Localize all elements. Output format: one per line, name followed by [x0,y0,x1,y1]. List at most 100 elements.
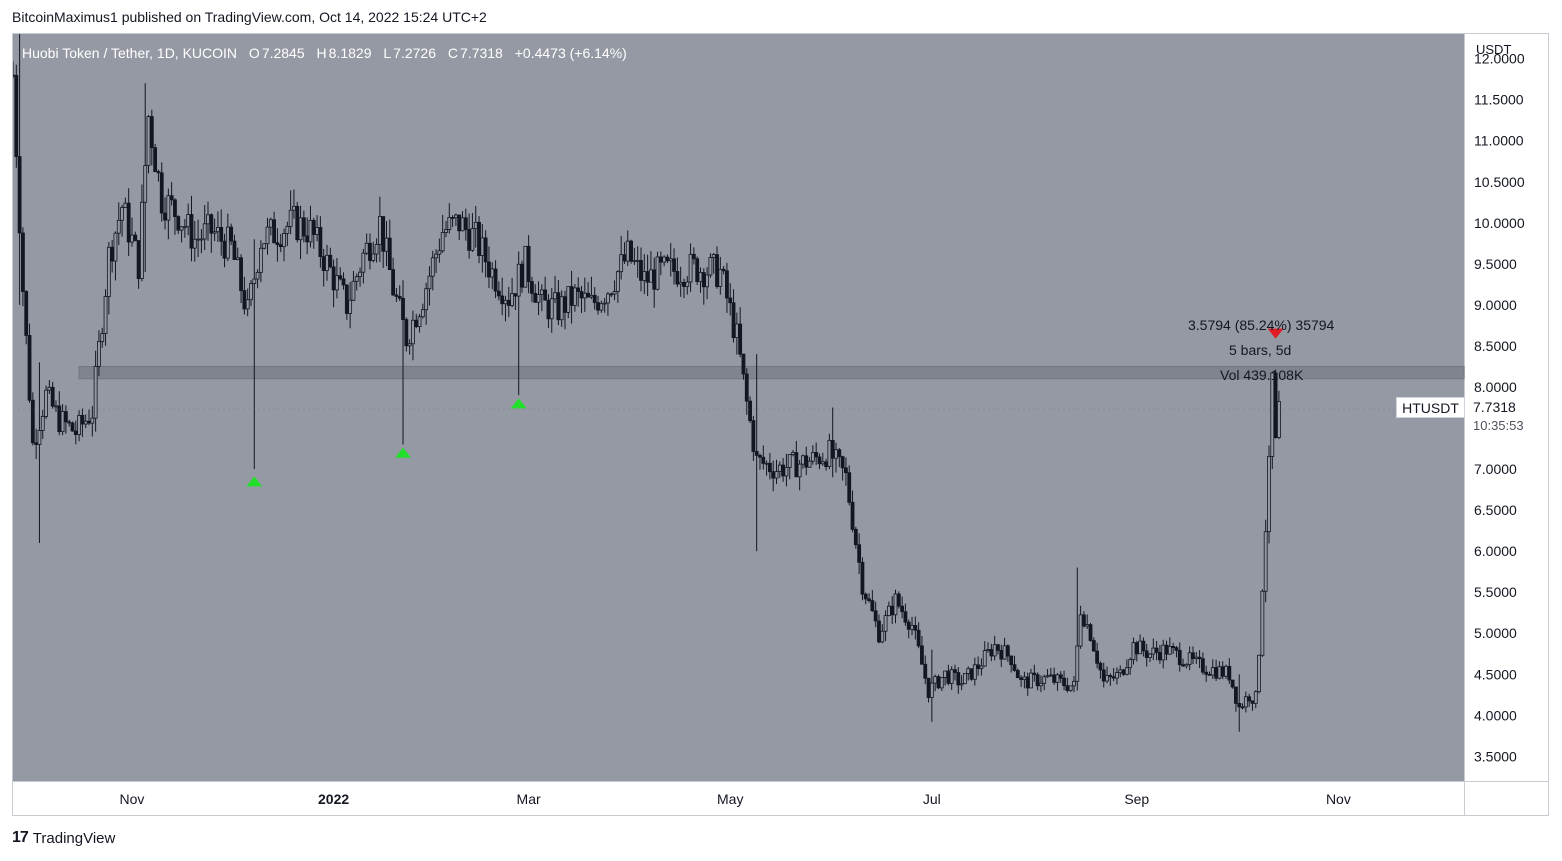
candle-body [602,302,607,305]
candle-body [1042,676,1047,684]
candle-body [225,226,230,259]
candle-body [1134,642,1139,655]
y-tick-label: 6.0000 [1474,543,1517,559]
candle-body [97,341,101,367]
candle-body [754,451,759,456]
candle-body [986,649,990,651]
candle-body [857,544,862,563]
candle-body [658,256,663,263]
candle-body [54,405,58,408]
candle-body [34,442,39,445]
y-tick-label: 11.5000 [1474,92,1524,108]
candle-body [189,214,194,249]
candle-body [414,319,419,327]
candle-body [1260,590,1265,656]
candle-body [606,293,610,304]
candle-body [292,205,296,211]
candle-body [1015,670,1020,679]
candle-body [1101,669,1106,682]
candle-body [867,598,871,601]
candle-body [420,309,425,318]
candle-body [688,253,693,283]
candle-body [566,286,571,313]
candle-body [741,353,746,375]
candle-body [1200,658,1205,673]
candle-body [1158,652,1162,661]
candle-body [1115,672,1119,679]
candle-body [358,271,362,278]
candle-body [305,235,310,243]
candle-body [625,240,630,262]
candle-body [662,256,667,263]
candle-body [774,471,779,479]
candle-body [73,430,78,435]
price-chart[interactable]: 12.0000 11.5000 11.0000 10.5000 10.0000 9.500… [13,34,1548,815]
y-tick-label: 9.5000 [1474,256,1517,272]
candle-body [1138,640,1142,655]
candle-body [401,297,405,320]
candle-body [1247,696,1252,702]
candle-body [480,237,485,256]
candle-body [526,245,531,282]
candle-body [159,172,164,214]
candle-body [341,278,346,286]
candle-body [1227,665,1232,681]
candle-body [1118,669,1123,674]
candle-body [1012,664,1017,671]
candle-body [202,223,207,240]
candle-body [487,261,491,278]
candle-body [708,257,713,276]
tradingview-logo[interactable]: 17 TradingView [12,829,115,847]
price-axis-unit[interactable]: USDT [1476,42,1512,57]
candle-body [642,271,647,281]
candle-body [381,216,386,252]
candle-body [242,290,247,310]
candle-body [384,237,389,252]
candle-body [1224,665,1228,677]
candle-body [318,227,323,257]
candle-body [797,463,802,478]
candle-body [24,291,29,336]
ohlc-legend: Huobi Token / Tether, 1D, KUCOIN O 7.2845… [22,45,629,61]
candle-body [1154,647,1159,653]
candle-body [539,289,544,295]
candle-body [1263,531,1268,592]
candle-body [344,284,349,314]
candle-body [136,240,141,279]
candle-body [1257,654,1261,693]
candle-body [93,366,98,419]
candle-body [1002,645,1007,660]
candle-body [926,677,931,698]
candle-body [906,621,911,630]
candle-body [516,263,521,297]
candle-body [272,219,277,244]
candle-body [278,244,283,248]
candle-body [17,156,22,234]
candle-body [57,405,62,433]
candle-body [1243,696,1248,708]
x-tick-label: Sep [1124,791,1149,807]
candle-body [391,269,396,296]
candle-body [1035,674,1040,687]
price-tag-countdown: 10:35:53 [1466,416,1539,435]
candle-body [668,258,673,262]
candle-body [536,294,541,303]
candle-body [903,611,908,623]
candle-body [47,386,52,391]
candle-body [820,461,825,465]
up-arrow-marker [395,447,412,458]
candle-body [725,270,729,299]
candle-body [1177,649,1182,666]
candle-body [1197,656,1202,660]
candle-body [1065,685,1070,691]
y-tick-label: 8.5000 [1474,338,1517,354]
candle-body [417,316,422,327]
candle-body [748,400,752,422]
candle-body [784,466,789,477]
candle-body [1141,640,1146,652]
candle-body [21,232,25,292]
candle-body [219,226,224,242]
candle-body [976,664,981,670]
candle-body [900,605,905,613]
candle-body [110,246,115,262]
